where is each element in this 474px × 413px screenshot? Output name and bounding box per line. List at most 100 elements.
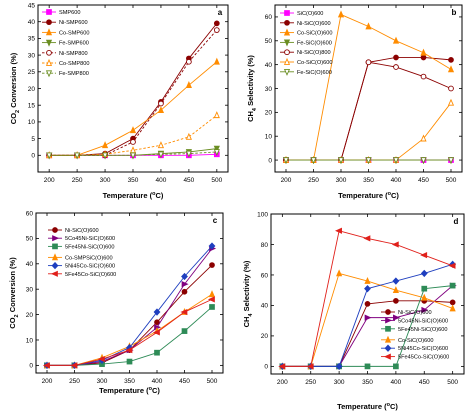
data-point: [420, 48, 427, 56]
data-point: [208, 242, 216, 250]
x-tick-label: 400: [152, 378, 163, 385]
legend-marker: [50, 270, 58, 277]
data-point: [392, 36, 400, 44]
panel-letter: a: [218, 8, 223, 17]
x-axis-title: Temperature (oC): [99, 386, 160, 395]
data-point: [392, 277, 400, 285]
legend-label: 5Co45Ni-SiC(O)600: [398, 318, 448, 324]
data-point: [181, 328, 188, 334]
x-tick-label: 250: [305, 379, 316, 386]
data-point: [101, 152, 109, 160]
y-tick-label: 50: [26, 236, 34, 243]
series-3: [43, 290, 216, 369]
data-point: [448, 57, 454, 63]
data-point: [393, 64, 399, 70]
x-tick-label: 300: [334, 379, 345, 386]
data-point: [449, 299, 456, 306]
data-point: [420, 134, 427, 142]
x-tick-label: 400: [156, 177, 167, 184]
legend-marker: [51, 253, 59, 261]
legend-label: Co-SiC(O)600: [398, 338, 433, 344]
data-point: [447, 157, 455, 165]
x-axis-title: Temperature (oC): [103, 191, 164, 200]
legend-label: SMP600: [59, 10, 80, 16]
data-point: [153, 308, 161, 316]
data-point: [181, 288, 188, 295]
x-tick-label: 300: [100, 177, 111, 184]
data-point: [392, 157, 400, 165]
data-point: [129, 126, 137, 134]
legend-label: Fe-SiC(O)600: [297, 70, 332, 76]
data-point: [154, 349, 160, 356]
data-point: [306, 363, 314, 370]
x-tick-label: 350: [362, 379, 373, 386]
panel-letter: b: [452, 8, 457, 17]
x-tick-label: 300: [97, 378, 108, 385]
legend-marker: [52, 243, 58, 250]
y-axis-title: CO2 Conversion (%): [8, 257, 20, 329]
data-point: [447, 65, 455, 73]
legend-label: 5Ni45Co-SiC(O)600: [398, 346, 448, 352]
series-5: [282, 98, 455, 163]
x-tick-label: 300: [336, 177, 347, 184]
legend-label: SiC(O)600: [297, 11, 323, 17]
legend-marker: [283, 57, 291, 65]
chart-panel-b: 200 250 300 350 400 450 500 0 10 20 30 40 50 60 Temper…: [246, 4, 463, 200]
y-axis-title: CH4 Selectivity (%): [242, 260, 254, 327]
x-tick-label: 350: [128, 177, 139, 184]
data-point: [278, 363, 286, 370]
legend-marker: [46, 19, 52, 26]
legend-marker: [52, 235, 60, 242]
y-tick-label: 50: [265, 38, 273, 45]
x-tick-label: 450: [183, 177, 194, 184]
x-tick-label: 200: [44, 177, 55, 184]
data-point: [157, 151, 165, 159]
data-point: [154, 319, 160, 326]
x-tick-label: 250: [308, 177, 319, 184]
data-point: [420, 54, 427, 61]
y-axis-title: CO2 Conversion (%): [9, 52, 21, 124]
legend-label: Ni-SiC(O)600: [398, 310, 432, 316]
y-tick-label: 45: [28, 2, 36, 9]
series-6: [282, 157, 455, 165]
data-point: [420, 269, 428, 278]
legend: Ni-SiC(O)600 5Co45Ni-SiC(O)600 5Fe45Ni-SiC…: [48, 227, 116, 278]
legend-marker: [384, 344, 392, 352]
data-point: [186, 58, 192, 65]
data-point: [336, 269, 343, 277]
data-point: [364, 301, 371, 307]
data-point: [157, 106, 165, 114]
data-point: [337, 10, 345, 18]
x-tick-label: 400: [390, 379, 401, 386]
y-tick-label: 20: [261, 333, 269, 340]
legend-marker: [385, 325, 391, 332]
legend-marker: [284, 10, 290, 16]
x-tick-label: 450: [179, 378, 190, 385]
legend-marker: [283, 28, 291, 36]
data-point: [335, 362, 343, 371]
legend-label: Co-SiC(O)600: [297, 31, 332, 37]
data-point: [46, 152, 53, 160]
data-point: [157, 141, 165, 149]
series-6: [46, 149, 220, 160]
legend-marker: [52, 227, 58, 233]
legend-label: Ni-SMP600: [59, 20, 88, 26]
data-point: [421, 285, 428, 292]
series-2: [44, 304, 215, 369]
x-axis-title: Temperature (oC): [337, 402, 398, 411]
y-tick-label: 5: [31, 136, 35, 143]
data-point: [101, 141, 109, 149]
legend-label: Fe-SMP600: [59, 41, 89, 47]
data-point: [393, 54, 399, 61]
legend-marker: [283, 68, 291, 76]
data-point: [365, 157, 372, 165]
data-point: [129, 152, 137, 160]
data-point: [207, 296, 215, 303]
panel-letter: c: [213, 216, 218, 225]
data-point: [213, 149, 220, 157]
legend: SMP600 Ni-SMP600 Co-SMP600 Fe-SMP600 Ni-SMP8…: [42, 9, 89, 78]
legend-label: Co-SiC(O)600: [297, 60, 332, 66]
data-point: [365, 22, 372, 30]
series-line: [47, 306, 213, 366]
legend-marker: [284, 49, 290, 56]
